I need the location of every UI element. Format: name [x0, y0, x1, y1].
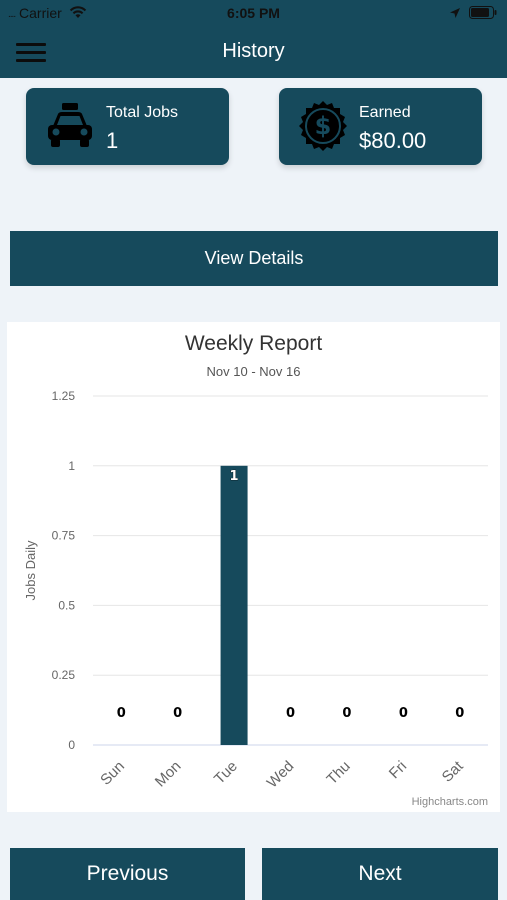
hamburger-menu-icon[interactable] [16, 43, 46, 63]
x-tick-label: Fri [386, 758, 410, 782]
y-tick-label: 0.5 [58, 598, 75, 612]
x-tick-label: Sun [97, 758, 128, 789]
earned-label: Earned [359, 104, 411, 121]
navigation-bar: History [0, 28, 507, 78]
taxi-icon [48, 103, 92, 147]
dollar-badge-icon: $ [299, 101, 347, 151]
x-tick-label: Tue [211, 758, 241, 788]
data-label: 0 [117, 706, 126, 721]
data-label: 0 [173, 706, 182, 721]
data-label: 0 [286, 706, 295, 721]
y-tick-label: 1.25 [52, 389, 76, 403]
svg-text:$: $ [315, 112, 332, 140]
y-tick-label: 0.25 [52, 668, 76, 682]
chart-canvas: 0 0.25 0.5 0.75 1 1.25 Jobs Daily 0 Sun 0 Mon 1 Tue 0… [23, 389, 488, 792]
y-tick-label: 0 [68, 738, 75, 752]
weekly-report-chart: 0 0.25 0.5 0.75 1 1.25 Jobs Daily 0 Sun 0 Mon 1 Tue 0… [7, 322, 500, 812]
total-jobs-value: 1 [106, 128, 119, 153]
battery-icon [469, 6, 497, 19]
next-button[interactable]: Next [262, 848, 498, 900]
y-tick-label: 1 [68, 459, 75, 473]
status-bar: .... Carrier 6:05 PM [0, 0, 507, 28]
x-tick-label: Wed [264, 758, 298, 792]
chart-credits[interactable]: Highcharts.com [411, 796, 488, 808]
total-jobs-label: Total Jobs [106, 104, 179, 121]
y-axis-title: Jobs Daily [23, 540, 38, 600]
data-label: 1 [230, 469, 239, 484]
x-tick-label: Sat [439, 757, 468, 786]
chart-subtitle: Nov 10 - Nov 16 [206, 364, 301, 379]
location-arrow-icon [450, 7, 460, 18]
data-label: 0 [342, 706, 351, 721]
chart-title: Weekly Report [184, 332, 323, 355]
bar-tue [220, 465, 248, 745]
x-tick-label: Thu [323, 758, 353, 788]
previous-button[interactable]: Previous [10, 848, 245, 900]
total-jobs-card: Total Jobs 1 [26, 88, 229, 165]
wifi-icon [69, 6, 86, 18]
data-label: 0 [455, 706, 464, 721]
earned-value: $80.00 [359, 128, 427, 153]
y-tick-label: 0.75 [52, 529, 76, 543]
carrier-label: .... Carrier [8, 5, 87, 21]
clock: 6:05 PM [227, 5, 280, 21]
view-details-button[interactable]: View Details [10, 231, 498, 286]
x-tick-label: Mon [152, 758, 185, 791]
earned-card: $ Earned $80.00 [279, 88, 482, 165]
data-label: 0 [399, 706, 408, 721]
page-title: History [222, 40, 285, 62]
